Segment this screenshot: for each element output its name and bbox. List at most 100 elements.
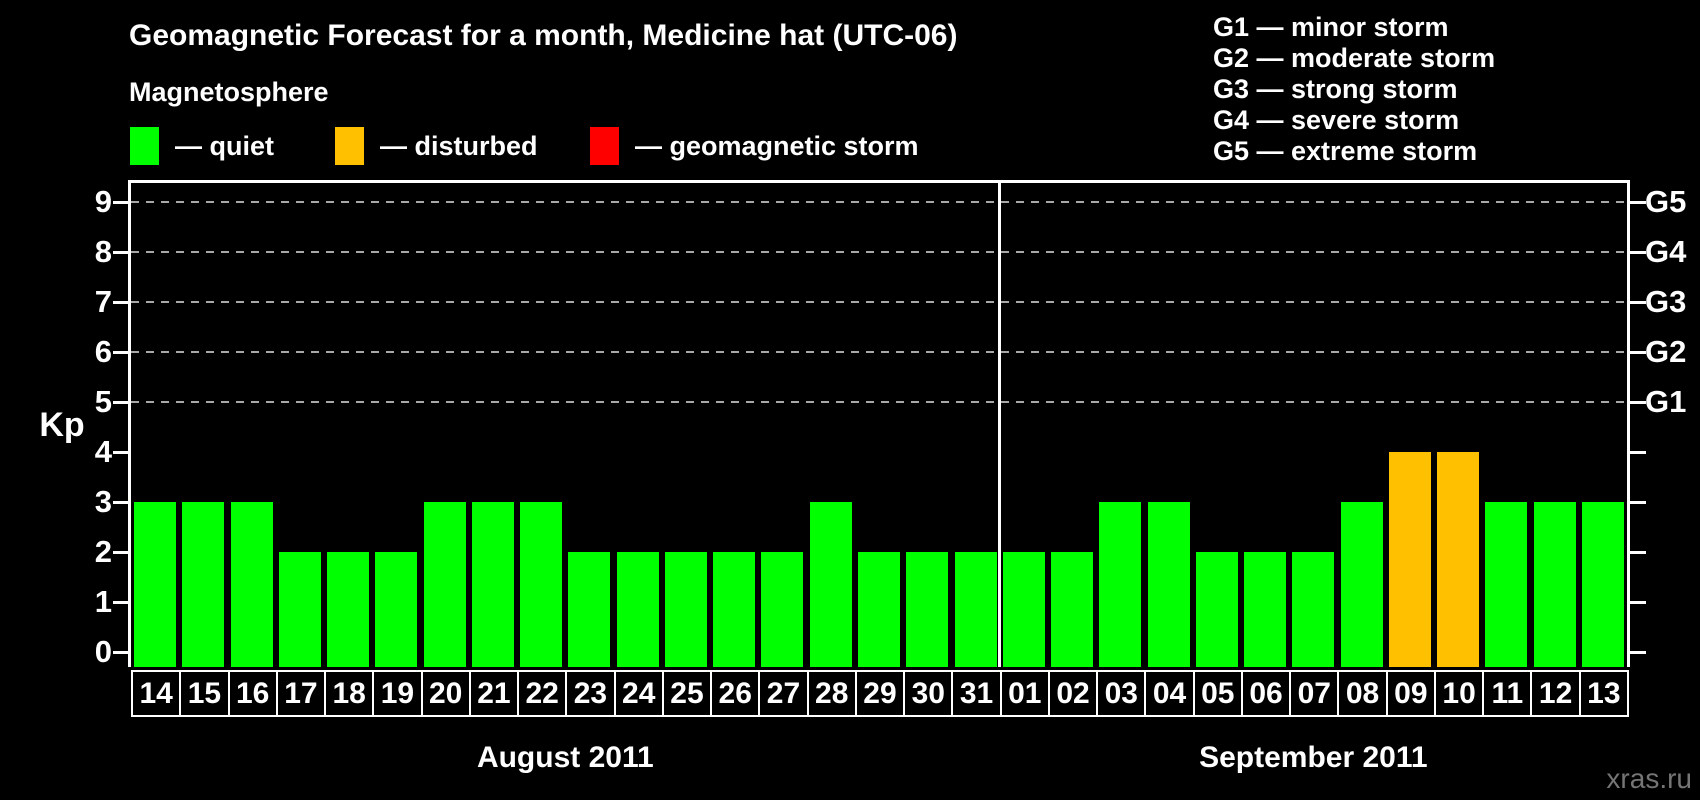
y-tick-left-1: [113, 601, 131, 604]
month-label-august: August 2011: [476, 741, 654, 774]
gridline-g3: [131, 301, 1627, 303]
y-tick-right-6: [1628, 351, 1646, 354]
y-tick-label-1: 1: [94, 584, 112, 619]
day-label-09: 09: [1385, 670, 1436, 717]
gridline-g1: [131, 401, 1627, 403]
legend-label-disturbed: — disturbed: [380, 130, 538, 161]
y-tick-left-5: [113, 401, 131, 404]
legend-item-disturbed: — disturbed: [335, 126, 538, 166]
y-tick-right-1: [1628, 601, 1646, 604]
kp-bar-14: [134, 502, 177, 667]
kp-bar-21: [471, 502, 514, 667]
kp-bar-13: [1581, 502, 1624, 667]
legend-item-storm: — geomagnetic storm: [590, 126, 919, 166]
kp-bar-22: [520, 502, 563, 667]
y-tick-right-9: [1628, 201, 1646, 204]
y-tick-right-7: [1628, 301, 1646, 304]
page-title: Geomagnetic Forecast for a month, Medici…: [129, 19, 958, 52]
day-label-24: 24: [613, 670, 664, 717]
y-tick-right-3: [1628, 501, 1646, 504]
kp-bar-09: [1388, 452, 1431, 667]
magnetosphere-heading: Magnetosphere: [129, 77, 329, 107]
kp-bar-12: [1533, 502, 1576, 667]
day-label-19: 19: [372, 670, 423, 717]
day-label-27: 27: [758, 670, 809, 717]
g-scale-label-g4: G4: [1645, 234, 1687, 269]
y-tick-right-2: [1628, 551, 1646, 554]
plot-area: [128, 180, 1630, 667]
day-label-03: 03: [1096, 670, 1147, 717]
y-tick-label-0: 0: [94, 634, 112, 669]
watermark: xras.ru: [1606, 763, 1692, 794]
quiet-color-swatch-icon: [130, 127, 159, 165]
kp-bar-15: [182, 502, 225, 667]
day-label-26: 26: [710, 670, 761, 717]
storm-scale-legend: G1 — minor storm G2 — moderate storm G3 …: [1213, 12, 1495, 167]
day-label-31: 31: [951, 670, 1002, 717]
day-label-01: 01: [999, 670, 1050, 717]
y-tick-right-8: [1628, 251, 1646, 254]
kp-bar-03: [1099, 502, 1142, 667]
y-tick-label-8: 8: [94, 234, 112, 269]
kp-bar-28: [809, 502, 852, 667]
y-axis-title: Kp: [39, 406, 85, 444]
y-tick-right-4: [1628, 451, 1646, 454]
gridline-g5: [131, 201, 1627, 203]
day-label-23: 23: [565, 670, 616, 717]
y-tick-label-4: 4: [94, 434, 112, 469]
y-tick-left-8: [113, 251, 131, 254]
y-tick-label-3: 3: [94, 484, 112, 519]
day-label-06: 06: [1240, 670, 1292, 717]
kp-bar-24: [616, 552, 659, 667]
kp-bar-20: [423, 502, 466, 667]
y-tick-label-7: 7: [94, 284, 112, 319]
storm-scale-g2: G2 — moderate storm: [1213, 43, 1496, 73]
day-label-18: 18: [324, 670, 375, 717]
kp-bar-07: [1292, 552, 1335, 667]
storm-scale-g3: G3 — strong storm: [1213, 74, 1458, 104]
kp-bar-11: [1485, 502, 1528, 667]
g-scale-label-g1: G1: [1645, 384, 1687, 419]
day-label-21: 21: [468, 670, 520, 717]
y-tick-left-3: [113, 501, 131, 504]
kp-bar-05: [1195, 552, 1238, 667]
kp-bar-04: [1147, 502, 1190, 667]
disturbed-color-swatch-icon: [335, 127, 364, 165]
kp-bar-08: [1340, 502, 1383, 667]
kp-bar-25: [664, 552, 707, 667]
storm-color-swatch-icon: [590, 127, 619, 165]
day-label-25: 25: [661, 670, 713, 717]
day-label-10: 10: [1433, 670, 1485, 717]
day-label-13: 13: [1578, 670, 1629, 717]
y-tick-label-6: 6: [94, 334, 112, 369]
kp-bar-06: [1244, 552, 1287, 667]
day-label-14: 14: [131, 670, 182, 717]
legend-item-quiet: — quiet: [130, 126, 274, 166]
day-label-30: 30: [903, 670, 954, 717]
day-label-17: 17: [275, 670, 327, 717]
kp-bar-27: [761, 552, 804, 667]
y-tick-left-4: [113, 451, 131, 454]
g-scale-label-g2: G2: [1645, 334, 1687, 369]
kp-bar-29: [858, 552, 900, 667]
storm-scale-g1: G1 — minor storm: [1213, 12, 1449, 42]
day-label-28: 28: [806, 670, 857, 717]
day-label-02: 02: [1047, 670, 1099, 717]
kp-bar-17: [278, 552, 321, 667]
y-tick-right-5: [1628, 401, 1646, 404]
day-label-08: 08: [1337, 670, 1388, 717]
kp-bar-26: [713, 552, 756, 667]
kp-bar-16: [230, 502, 273, 667]
kp-bar-18: [327, 552, 370, 667]
storm-scale-g5: G5 — extreme storm: [1213, 136, 1478, 166]
kp-bar-01: [1002, 552, 1045, 667]
y-tick-label-9: 9: [94, 184, 112, 219]
kp-bar-23: [568, 552, 611, 667]
y-tick-left-6: [113, 351, 131, 354]
legend-label-quiet: — quiet: [175, 130, 274, 161]
day-label-29: 29: [854, 670, 906, 717]
y-tick-left-9: [113, 201, 131, 204]
day-label-12: 12: [1530, 670, 1581, 717]
day-label-11: 11: [1482, 670, 1533, 717]
